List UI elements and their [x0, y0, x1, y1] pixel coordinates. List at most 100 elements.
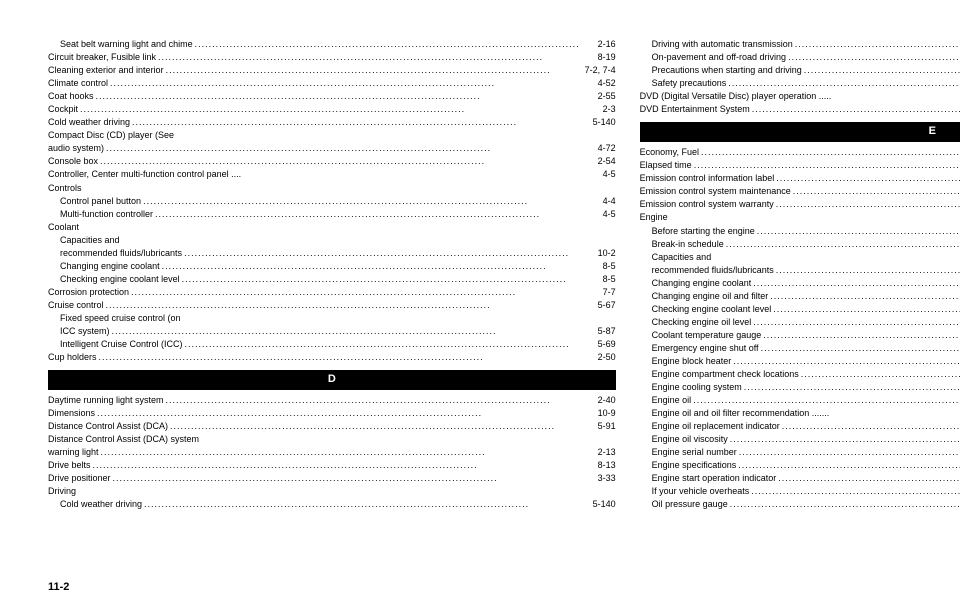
index-entry: Multi-function controller4-5 [48, 208, 616, 221]
leader-dots [749, 485, 960, 498]
index-entry: On-pavement and off-road driving5-9 [640, 51, 960, 64]
entry-page: 2-54 [582, 155, 616, 168]
entry-label: Multi-function controller [60, 208, 153, 221]
leader-dots [791, 185, 960, 198]
entry-page: 4-52 [582, 77, 616, 90]
index-columns: Seat belt warning light and chime2-16Cir… [48, 38, 912, 558]
entry-label: Elapsed time [640, 159, 692, 172]
index-entry: Engine oil8-6 [640, 394, 960, 407]
entry-label: Before starting the engine [652, 225, 755, 238]
entry-label: Engine [640, 211, 668, 224]
index-entry: Coat hooks2-55 [48, 90, 616, 103]
leader-dots [130, 116, 582, 129]
leader-dots [98, 155, 582, 168]
leader-dots [699, 146, 960, 159]
entry-page: 4-4 [582, 195, 616, 208]
index-entry: Controls [48, 182, 616, 195]
index-entry: Break-in schedule5-121 [640, 238, 960, 251]
leader-dots [737, 446, 960, 459]
leader-dots [153, 208, 582, 221]
index-entry: Engine start operation indicator2-23 [640, 472, 960, 485]
index-entry: Daytime running light system 2-40 [48, 394, 616, 407]
leader-dots [91, 459, 582, 472]
leader-dots [104, 142, 582, 155]
entry-label: Fixed speed cruise control (on [60, 312, 181, 325]
entry-label: Changing engine coolant [60, 260, 160, 273]
leader-dots [728, 498, 960, 511]
index-entry: Engine compartment check locations8-3 [640, 368, 960, 381]
entry-page: 4-5 [582, 168, 616, 181]
entry-label: Daytime running light system [48, 394, 164, 407]
entry-label: Console box [48, 155, 98, 168]
leader-dots [97, 351, 582, 364]
leader-dots [193, 38, 582, 51]
leader-dots [142, 498, 582, 511]
index-entry: Cruise control5-67 [48, 299, 616, 312]
index-entry: Fixed speed cruise control (on [48, 312, 616, 325]
entry-page: 3-33 [582, 472, 616, 485]
leader-dots [736, 459, 960, 472]
index-entry: Checking engine oil level8-6 [640, 316, 960, 329]
index-entry: Checking engine coolant level8-5 [640, 303, 960, 316]
entry-page: 5-87 [582, 325, 616, 338]
entry-label: DVD Entertainment System [640, 103, 750, 116]
entry-label: Break-in schedule [652, 238, 724, 251]
index-entry: Checking engine coolant level8-5 [48, 273, 616, 286]
index-entry: Emission control system warranty10-30 [640, 198, 960, 211]
index-entry: Distance Control Assist (DCA)5-91 [48, 420, 616, 433]
entry-label: Engine oil and oil filter recommendation… [652, 407, 830, 420]
entry-page: 2-3 [582, 103, 616, 116]
entry-label: Driving [48, 485, 76, 498]
leader-dots [726, 77, 960, 90]
index-entry: Climate control4-52 [48, 77, 616, 90]
entry-label: Cleaning exterior and interior [48, 64, 164, 77]
entry-label: Controls [48, 182, 82, 195]
entry-page: 5-140 [582, 498, 616, 511]
leader-dots [104, 299, 582, 312]
entry-label: Dimensions [48, 407, 95, 420]
entry-label: Changing engine coolant [652, 277, 752, 290]
entry-page: 5-69 [582, 338, 616, 351]
entry-page: 4-72 [582, 142, 616, 155]
index-entry: Cup holders2-50 [48, 351, 616, 364]
index-entry: Corrosion protection7-7 [48, 286, 616, 299]
index-entry: Compact Disc (CD) player (See [48, 129, 616, 142]
entry-page: 10-2 [582, 247, 616, 260]
index-entry: Engine oil viscosity10-7 [640, 433, 960, 446]
entry-page: 10-9 [582, 407, 616, 420]
index-entry: Drive belts8-13 [48, 459, 616, 472]
index-entry: Cold weather driving5-140 [48, 498, 616, 511]
leader-dots [111, 472, 582, 485]
index-entry: Safety precautions5-10 [640, 77, 960, 90]
entry-label: Intelligent Cruise Control (ICC) [60, 338, 183, 351]
index-entry: Emission control system maintenance9-8 [640, 185, 960, 198]
page-number: 11-2 [48, 581, 69, 593]
entry-page: 2-40 [582, 394, 616, 407]
entry-label: Drive positioner [48, 472, 111, 485]
leader-dots [94, 90, 582, 103]
leader-dots [156, 51, 582, 64]
index-entry: DVD Entertainment System4-92 [640, 103, 960, 116]
leader-dots [786, 51, 960, 64]
entry-label: Compact Disc (CD) player (See [48, 129, 174, 142]
leader-dots [780, 420, 960, 433]
leader-dots [799, 368, 960, 381]
entry-label: Control panel button [60, 195, 141, 208]
index-entry: Emission control information label10-11 [640, 172, 960, 185]
leader-dots [692, 159, 960, 172]
index-entry: Driving with automatic transmission5-18 [640, 38, 960, 51]
entry-label: Cockpit [48, 103, 78, 116]
entry-label: Checking engine coolant level [652, 303, 772, 316]
index-column: Driving with automatic transmission5-18O… [640, 38, 960, 558]
entry-label: Drive belts [48, 459, 91, 472]
entry-page: 5-140 [582, 116, 616, 129]
index-column: Seat belt warning light and chime2-16Cir… [48, 38, 616, 558]
leader-dots [108, 77, 582, 90]
index-entry: Engine [640, 211, 960, 224]
leader-dots [774, 264, 960, 277]
index-entry: Dimensions 10-9 [48, 407, 616, 420]
entry-page: 8-5 [582, 273, 616, 286]
index-entry: recommended fluids/lubricants10-2 [48, 247, 616, 260]
leader-dots [755, 225, 960, 238]
index-entry: Cold weather driving5-140 [48, 116, 616, 129]
